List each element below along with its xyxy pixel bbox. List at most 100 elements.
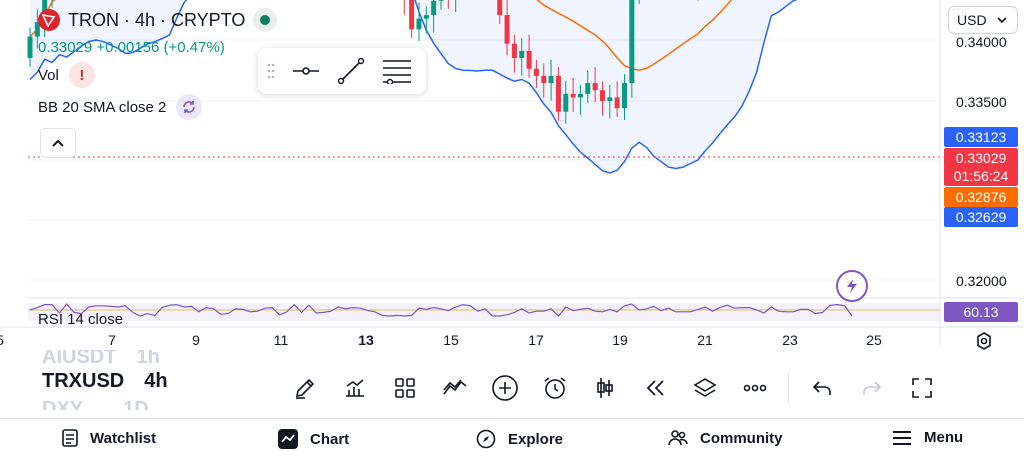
current-symbol[interactable]: TRXUSD 4h xyxy=(42,366,168,396)
candle-body xyxy=(599,90,605,101)
alert-clock-icon[interactable] xyxy=(530,368,580,408)
replay-icon[interactable] xyxy=(630,368,680,408)
bb-indicator-row[interactable]: BB 20 SMA close 2 xyxy=(38,94,203,120)
candle-body xyxy=(614,97,620,109)
settings-icon[interactable] xyxy=(974,331,994,356)
indicators-icon[interactable] xyxy=(330,368,380,408)
candle-body xyxy=(629,0,635,84)
fullscreen-icon[interactable] xyxy=(897,368,947,408)
nav-explore[interactable]: Explore xyxy=(476,429,563,449)
drawing-toolbar[interactable] xyxy=(258,48,426,94)
nav-watchlist[interactable]: Watchlist xyxy=(62,429,156,447)
drag-handle-icon[interactable] xyxy=(266,62,276,80)
tron-logo-icon xyxy=(38,9,60,31)
candle-body xyxy=(526,50,532,69)
bb-label: BB 20 SMA close 2 xyxy=(38,98,167,116)
templates-icon[interactable] xyxy=(380,368,430,408)
price-tick: 0.32000 xyxy=(956,273,1007,289)
pencil-icon[interactable] xyxy=(280,368,330,408)
time-tick: 17 xyxy=(528,332,544,348)
parallel-lines-icon[interactable] xyxy=(382,58,412,84)
candle-body xyxy=(607,97,613,101)
time-tick: 23 xyxy=(782,332,798,348)
candle-body xyxy=(519,50,525,59)
candle-body xyxy=(409,0,415,30)
symbol-switcher[interactable]: AIUSDT 1h TRXUSD 4h DXY 1D xyxy=(42,350,168,410)
bottom-nav: Watchlist Chart Explore Community Menu xyxy=(0,418,1024,461)
symbol-header[interactable]: TRON · 4h · CRYPTO xyxy=(38,8,278,32)
next-symbol[interactable]: DXY 1D xyxy=(42,398,149,410)
candle-body xyxy=(577,93,583,98)
current-symbol-name: TRXUSD xyxy=(42,370,125,392)
trend-line-icon[interactable] xyxy=(336,56,366,86)
chart-icon xyxy=(278,429,298,449)
time-tick: 9 xyxy=(192,332,200,348)
candle-body xyxy=(27,36,33,59)
time-tick: 15 xyxy=(443,332,459,348)
candle-body xyxy=(555,75,561,112)
time-tick: 13 xyxy=(358,332,374,348)
nav-chart-label: Chart xyxy=(310,430,350,448)
time-tick: 5 xyxy=(0,332,4,348)
add-icon[interactable] xyxy=(480,368,530,408)
candle-body xyxy=(438,0,444,1)
time-tick: 7 xyxy=(108,332,116,348)
bottom-toolbar xyxy=(280,368,947,408)
redo-icon[interactable] xyxy=(847,368,897,408)
compass-icon xyxy=(476,429,496,449)
candles-icon[interactable] xyxy=(580,368,630,408)
more-icon[interactable] xyxy=(730,368,780,408)
warning-icon[interactable]: ! xyxy=(68,62,95,88)
horizontal-ray-icon[interactable] xyxy=(292,62,320,80)
nav-chart[interactable]: Chart xyxy=(278,429,349,449)
price-change: 0.33029 +0.00156 (+0.47%) xyxy=(38,39,225,56)
chevron-up-icon xyxy=(52,139,64,147)
nav-menu[interactable]: Menu xyxy=(892,429,963,446)
compare-icon[interactable] xyxy=(430,368,480,408)
collapse-legend-button[interactable] xyxy=(40,128,76,158)
time-tick: 25 xyxy=(866,332,882,348)
currency-value: USD xyxy=(957,12,987,28)
vol-label: Vol xyxy=(38,66,59,84)
bb-upper-tag: 0.33123 xyxy=(944,127,1018,147)
candle-body xyxy=(592,83,598,91)
time-tick: 19 xyxy=(612,332,628,348)
time-tick: 21 xyxy=(697,332,713,348)
layers-icon[interactable] xyxy=(680,368,730,408)
candle-body xyxy=(563,93,569,112)
candle-body xyxy=(34,22,40,37)
rsi-value-tag: 60.13 xyxy=(944,302,1018,322)
rsi-band xyxy=(28,303,940,321)
candle-body xyxy=(504,15,510,44)
grid-lines xyxy=(28,39,940,281)
nav-community[interactable]: Community xyxy=(668,429,783,447)
rsi-line xyxy=(29,303,853,317)
candle-body xyxy=(541,75,547,84)
nav-community-label: Community xyxy=(700,429,783,447)
candle-body xyxy=(497,0,503,16)
rsi-label: RSI 14 close xyxy=(38,311,124,328)
vol-indicator-row[interactable]: Vol ! xyxy=(38,62,95,88)
market-status-icon[interactable] xyxy=(253,8,278,32)
refresh-icon[interactable] xyxy=(176,94,203,120)
nav-menu-label: Menu xyxy=(924,429,964,446)
current-interval: 4h xyxy=(144,370,168,392)
candle-body xyxy=(423,15,429,19)
symbol-title: TRON · 4h · CRYPTO xyxy=(68,9,246,30)
bollinger-basis-line xyxy=(29,0,733,71)
nav-watchlist-label: Watchlist xyxy=(90,429,157,447)
nav-explore-label: Explore xyxy=(508,430,564,448)
prev-symbol[interactable]: AIUSDT 1h xyxy=(42,350,160,366)
bb-lower-tag: 0.32629 xyxy=(944,207,1018,227)
candle-body xyxy=(431,0,437,16)
currency-select[interactable]: USD xyxy=(948,6,1018,34)
candle-body xyxy=(416,18,422,30)
candle-body xyxy=(585,83,591,94)
undo-icon[interactable] xyxy=(797,368,847,408)
candle-body xyxy=(511,43,517,59)
bb-basis-tag: 0.32876 xyxy=(944,187,1018,207)
price-tick: 0.34000 xyxy=(956,34,1007,50)
lightning-icon[interactable] xyxy=(836,270,868,302)
